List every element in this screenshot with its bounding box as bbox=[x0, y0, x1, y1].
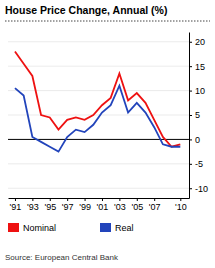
y-tick-label: -10 bbox=[195, 184, 208, 194]
x-tick-label: '05 bbox=[131, 202, 143, 212]
x-tick: '03 bbox=[114, 198, 126, 212]
x-tick-label: '07 bbox=[149, 202, 161, 212]
grid bbox=[8, 42, 189, 188]
x-axis: '91 '93 '95 '97 '99 '01 '03 '05 '07 '10 bbox=[9, 198, 190, 212]
y-tick: 20 bbox=[189, 37, 205, 47]
grid-line bbox=[8, 115, 189, 116]
y-tick-label: 0 bbox=[195, 135, 200, 145]
x-tick-mark bbox=[154, 198, 155, 201]
x-tick-mark bbox=[180, 198, 181, 201]
y-tick-mark bbox=[189, 115, 192, 116]
y-tick-label: 10 bbox=[195, 86, 205, 96]
y-tick: 10 bbox=[189, 86, 205, 96]
y-tick: -10 bbox=[189, 184, 208, 194]
grid-line bbox=[8, 41, 189, 42]
x-tick: '07 bbox=[149, 198, 161, 212]
x-tick-mark bbox=[67, 198, 68, 201]
legend-label: Nominal bbox=[23, 223, 56, 233]
x-tick-mark bbox=[119, 198, 120, 201]
separator bbox=[5, 21, 210, 22]
series-line bbox=[15, 52, 180, 147]
chart: House Price Change, Annual (%)'91'93'95'… bbox=[0, 0, 215, 268]
x-tick-label: '03 bbox=[114, 202, 126, 212]
y-axis: -10 -5 0 5 10 15 20 bbox=[189, 33, 208, 199]
x-tick-mark bbox=[137, 198, 138, 201]
y-tick-label: 15 bbox=[195, 62, 205, 72]
x-tick: '01 bbox=[97, 198, 109, 212]
y-tick-label: -5 bbox=[195, 159, 203, 169]
x-tick-mark bbox=[102, 198, 103, 201]
y-tick: 0 bbox=[189, 135, 200, 145]
lines bbox=[15, 52, 180, 152]
x-tick: '05 bbox=[131, 198, 143, 212]
y-tick-mark bbox=[189, 139, 192, 140]
x-tick-mark bbox=[50, 198, 51, 201]
x-tick-mark bbox=[32, 198, 33, 201]
y-tick-mark bbox=[189, 91, 192, 92]
y-tick: 15 bbox=[189, 62, 205, 72]
x-tick-label: '91 bbox=[10, 202, 22, 212]
x-tick: '93 bbox=[27, 198, 39, 212]
x-tick: '99 bbox=[79, 198, 91, 212]
x-axis-line bbox=[9, 198, 190, 199]
x-tick-label: '99 bbox=[79, 202, 91, 212]
grid-line bbox=[8, 163, 189, 164]
x-tick-label: '95 bbox=[44, 202, 56, 212]
y-tick-label: 5 bbox=[195, 110, 200, 120]
title: House Price Change, Annual (%) bbox=[5, 4, 167, 16]
legend-swatch bbox=[8, 223, 19, 232]
series-line bbox=[15, 86, 180, 152]
source-note: Source: European Central Bank bbox=[5, 253, 119, 262]
y-tick-mark bbox=[189, 42, 192, 43]
y-tick: -5 bbox=[189, 159, 203, 169]
y-tick-mark bbox=[189, 188, 192, 189]
x-tick: '95 bbox=[44, 198, 56, 212]
x-tick-label: '97 bbox=[62, 202, 74, 212]
x-tick: '10 bbox=[175, 198, 187, 212]
x-tick-label: '10 bbox=[175, 202, 187, 212]
y-tick-mark bbox=[189, 66, 192, 67]
legend-label: Real bbox=[115, 223, 134, 233]
y-tick-mark bbox=[189, 164, 192, 165]
x-tick-label: '93 bbox=[27, 202, 39, 212]
x-tick-mark bbox=[15, 198, 16, 201]
grid-line bbox=[8, 66, 189, 67]
x-tick-mark bbox=[85, 198, 86, 201]
legend-item: Real bbox=[100, 223, 134, 233]
x-tick: '97 bbox=[62, 198, 74, 212]
legend-item: Nominal bbox=[8, 223, 56, 233]
plot-area: '91 '93 '95 '97 '99 '01 '03 '05 '07 '10 -10 -5 0 5 10 1… bbox=[8, 33, 208, 213]
legend: Nominal Real bbox=[8, 223, 134, 233]
y-tick: 5 bbox=[189, 110, 200, 120]
x-tick-label: '01 bbox=[97, 202, 109, 212]
legend-swatch bbox=[100, 223, 111, 232]
y-tick-label: 20 bbox=[195, 37, 205, 47]
grid-line bbox=[8, 188, 189, 189]
x-tick: '91 bbox=[10, 198, 22, 212]
